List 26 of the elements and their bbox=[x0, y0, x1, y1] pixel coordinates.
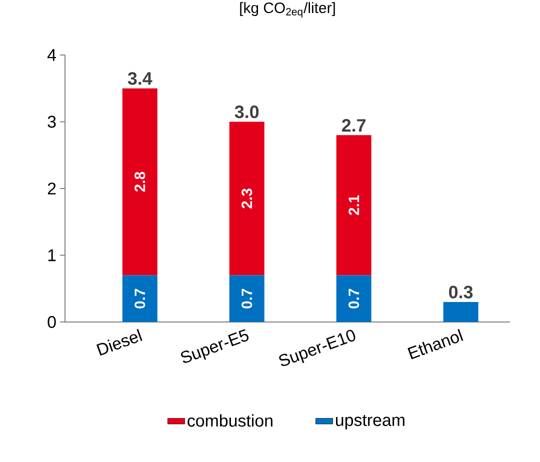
bar bbox=[122, 275, 158, 322]
data-label: 0.7 bbox=[242, 288, 252, 308]
bar bbox=[229, 275, 264, 322]
data-label: 2.8 bbox=[134, 172, 146, 192]
y-tick-label: 4 bbox=[47, 49, 56, 61]
data-label: 0.7 bbox=[134, 288, 146, 308]
total-label: 0.3 bbox=[449, 286, 473, 298]
legend-label: combustion bbox=[188, 414, 272, 427]
data-label: 2.3 bbox=[242, 188, 252, 208]
x-tick-label: Diesel bbox=[96, 328, 142, 356]
y-tick-label: 3 bbox=[48, 116, 56, 128]
data-label: 0.7 bbox=[348, 288, 360, 308]
bar bbox=[443, 302, 478, 322]
total-label: 3.4 bbox=[128, 72, 152, 85]
total-label: 3.0 bbox=[234, 105, 259, 118]
y-tick-label: 1 bbox=[48, 249, 56, 262]
y-tick-label: 0 bbox=[48, 316, 56, 328]
bar bbox=[122, 88, 158, 276]
y-tick-label: 2 bbox=[48, 182, 56, 194]
bar bbox=[336, 135, 372, 276]
total-label: 2.7 bbox=[342, 119, 366, 132]
bar bbox=[229, 122, 264, 276]
data-label: 2.1 bbox=[348, 195, 360, 216]
bar bbox=[336, 275, 372, 322]
chart-title: [kg CO$_{2eq}$/liter] bbox=[240, 2, 335, 18]
legend-label: upstream bbox=[336, 414, 404, 430]
